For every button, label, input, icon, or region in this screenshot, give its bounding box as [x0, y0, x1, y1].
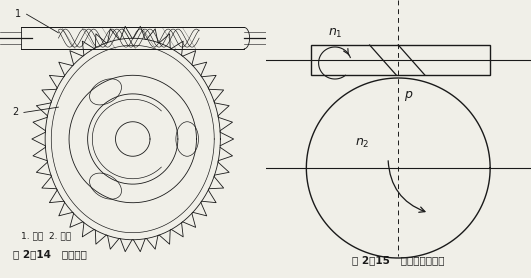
Text: $p$: $p$ [405, 89, 414, 103]
Text: 图 2－15   蜃杆传动示意图: 图 2－15 蜃杆传动示意图 [352, 255, 444, 265]
Text: $n_1$: $n_1$ [328, 26, 342, 39]
Text: 图 2－14   蜃杆传动: 图 2－14 蜃杆传动 [13, 249, 87, 259]
Text: 1. 蜃杆  2. 蜃轮: 1. 蜃杆 2. 蜃轮 [21, 231, 71, 240]
Text: 1: 1 [15, 9, 21, 19]
Text: 2: 2 [12, 108, 19, 117]
Text: $n_2$: $n_2$ [355, 136, 370, 150]
